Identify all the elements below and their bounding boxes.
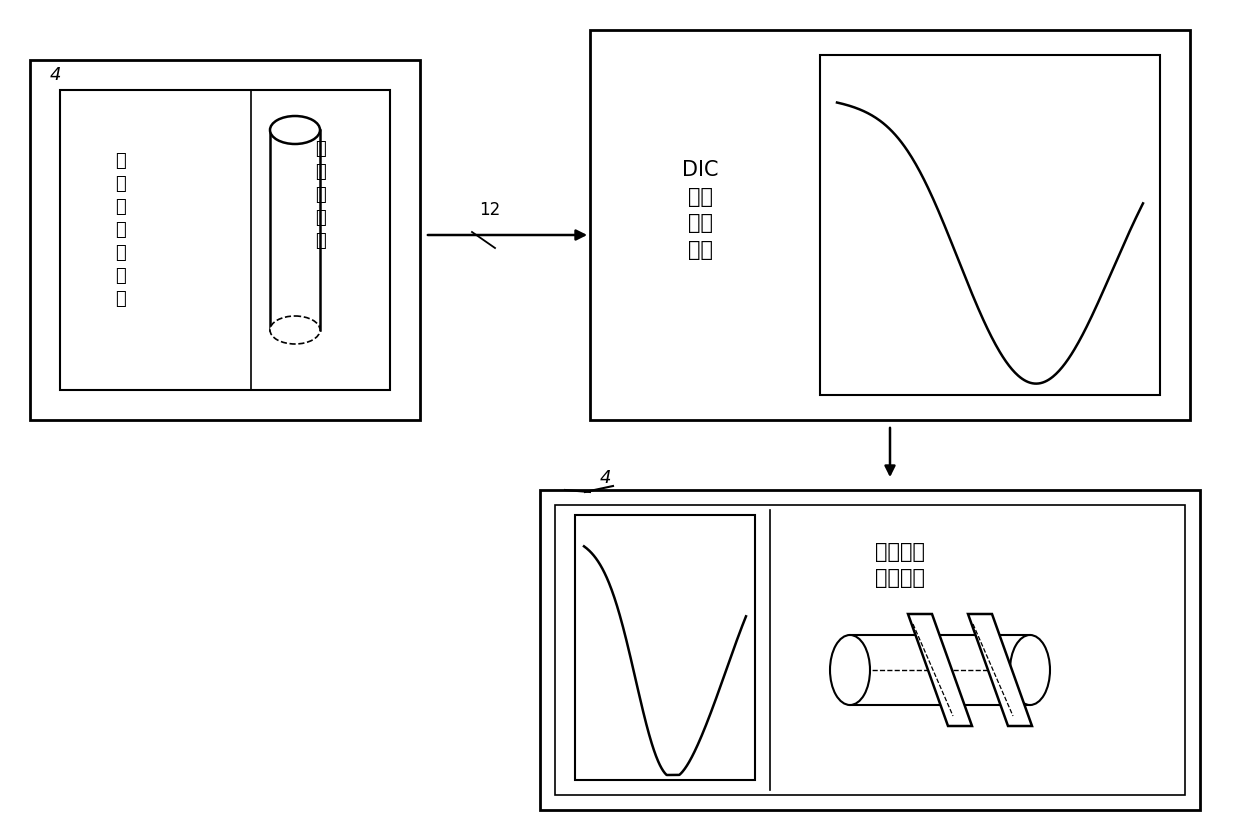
Ellipse shape: [830, 635, 870, 705]
Bar: [575, 515, 755, 780]
Text: DIC
全局
应变
分析: DIC 全局 应变 分析: [682, 160, 718, 260]
Bar: [539, 490, 1200, 810]
Bar: [590, 30, 1190, 420]
Bar: [820, 55, 1159, 395]
Ellipse shape: [270, 116, 320, 144]
Bar: [556, 505, 1185, 795]
Ellipse shape: [270, 316, 320, 344]
Text: 钻
孔
平
面
展
开
图: 钻 孔 平 面 展 开 图: [114, 152, 125, 307]
Text: 4: 4: [50, 66, 61, 84]
Polygon shape: [968, 614, 1032, 726]
Text: 12: 12: [480, 201, 501, 219]
Ellipse shape: [1011, 635, 1050, 705]
Text: 曲线拟合
裂纹识别: 曲线拟合 裂纹识别: [875, 542, 925, 588]
Polygon shape: [908, 614, 972, 726]
Bar: [60, 90, 391, 390]
Bar: [30, 60, 420, 420]
Text: 钻
孔
柱
状
图: 钻 孔 柱 状 图: [315, 140, 325, 249]
Text: 4: 4: [599, 469, 611, 487]
